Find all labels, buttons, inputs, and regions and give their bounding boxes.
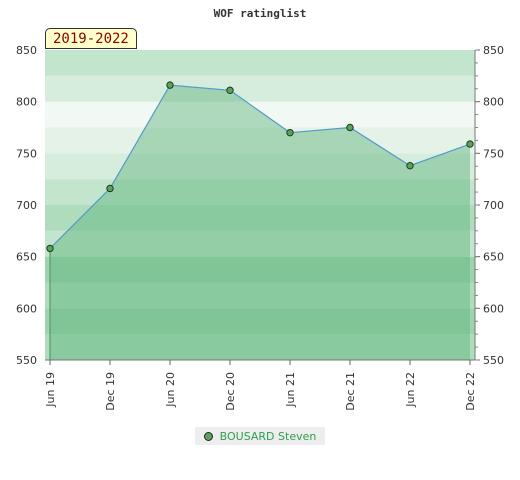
y-tick-label-right: 750 xyxy=(483,147,504,160)
y-tick-label-right: 600 xyxy=(483,302,504,315)
background-band xyxy=(45,334,475,360)
x-tick-label: Dec 22 xyxy=(464,372,477,411)
background-band xyxy=(45,179,475,205)
x-axis: Jun 19 Dec 19 Jun 20 Dec 20 Jun 21 Dec 21 Jun … xyxy=(44,359,477,411)
data-point xyxy=(226,86,234,95)
x-tick-label: Dec 20 xyxy=(224,372,237,411)
x-tick-label: Dec 19 xyxy=(104,372,117,411)
background-band xyxy=(45,153,475,180)
x-tick-label: Dec 21 xyxy=(344,372,357,411)
background-band xyxy=(45,282,475,309)
y-tick-label-left: 850 xyxy=(16,44,37,57)
period-badge: 2019-2022 xyxy=(45,28,137,49)
y-tick-label-left: 650 xyxy=(16,251,37,264)
y-tick-label-left: 800 xyxy=(16,96,37,109)
background-band xyxy=(45,205,475,231)
data-point xyxy=(46,244,54,253)
data-point xyxy=(286,128,294,137)
chart-title: WOF ratinglist xyxy=(214,7,307,20)
x-tick-label: Jun 19 xyxy=(44,372,57,408)
y-axis-left: 550 600 650 700 750 800 850 xyxy=(16,44,37,367)
x-tick-label: Jun 21 xyxy=(284,372,297,408)
x-tick-label: Jun 22 xyxy=(404,372,417,408)
background-band xyxy=(45,50,475,76)
y-tick-label-right: 850 xyxy=(483,44,504,57)
data-point xyxy=(166,81,174,89)
series-line xyxy=(49,84,471,249)
legend-marker-icon xyxy=(203,431,213,441)
series-area xyxy=(50,85,470,360)
data-point xyxy=(406,162,414,170)
y-tick-label-left: 550 xyxy=(16,354,37,367)
y-axis-right: 550 600 650 700 750 800 850 xyxy=(474,44,504,367)
y-tick-label-right: 700 xyxy=(483,199,504,212)
y-tick-label-right: 650 xyxy=(483,251,504,264)
data-point xyxy=(466,140,474,148)
y-tick-label-right: 800 xyxy=(483,96,504,109)
y-tick-label-right: 550 xyxy=(483,354,504,367)
background-band xyxy=(45,308,475,335)
background-band xyxy=(45,127,475,154)
y-tick-label-left: 700 xyxy=(16,199,37,212)
background-band xyxy=(45,256,475,283)
y-tick-label-left: 600 xyxy=(16,302,37,315)
plot-area xyxy=(49,84,471,360)
data-point xyxy=(106,184,114,193)
background-band xyxy=(45,230,475,257)
legend[interactable]: BOUSARD Steven xyxy=(195,427,325,445)
x-tick-label: Jun 20 xyxy=(164,372,177,408)
background-band xyxy=(45,75,475,102)
data-points xyxy=(46,81,474,253)
data-point xyxy=(346,123,354,132)
legend-label: BOUSARD Steven xyxy=(219,429,317,443)
y-tick-label-left: 750 xyxy=(16,147,37,160)
background-band xyxy=(45,101,475,128)
background-bands xyxy=(45,50,475,360)
